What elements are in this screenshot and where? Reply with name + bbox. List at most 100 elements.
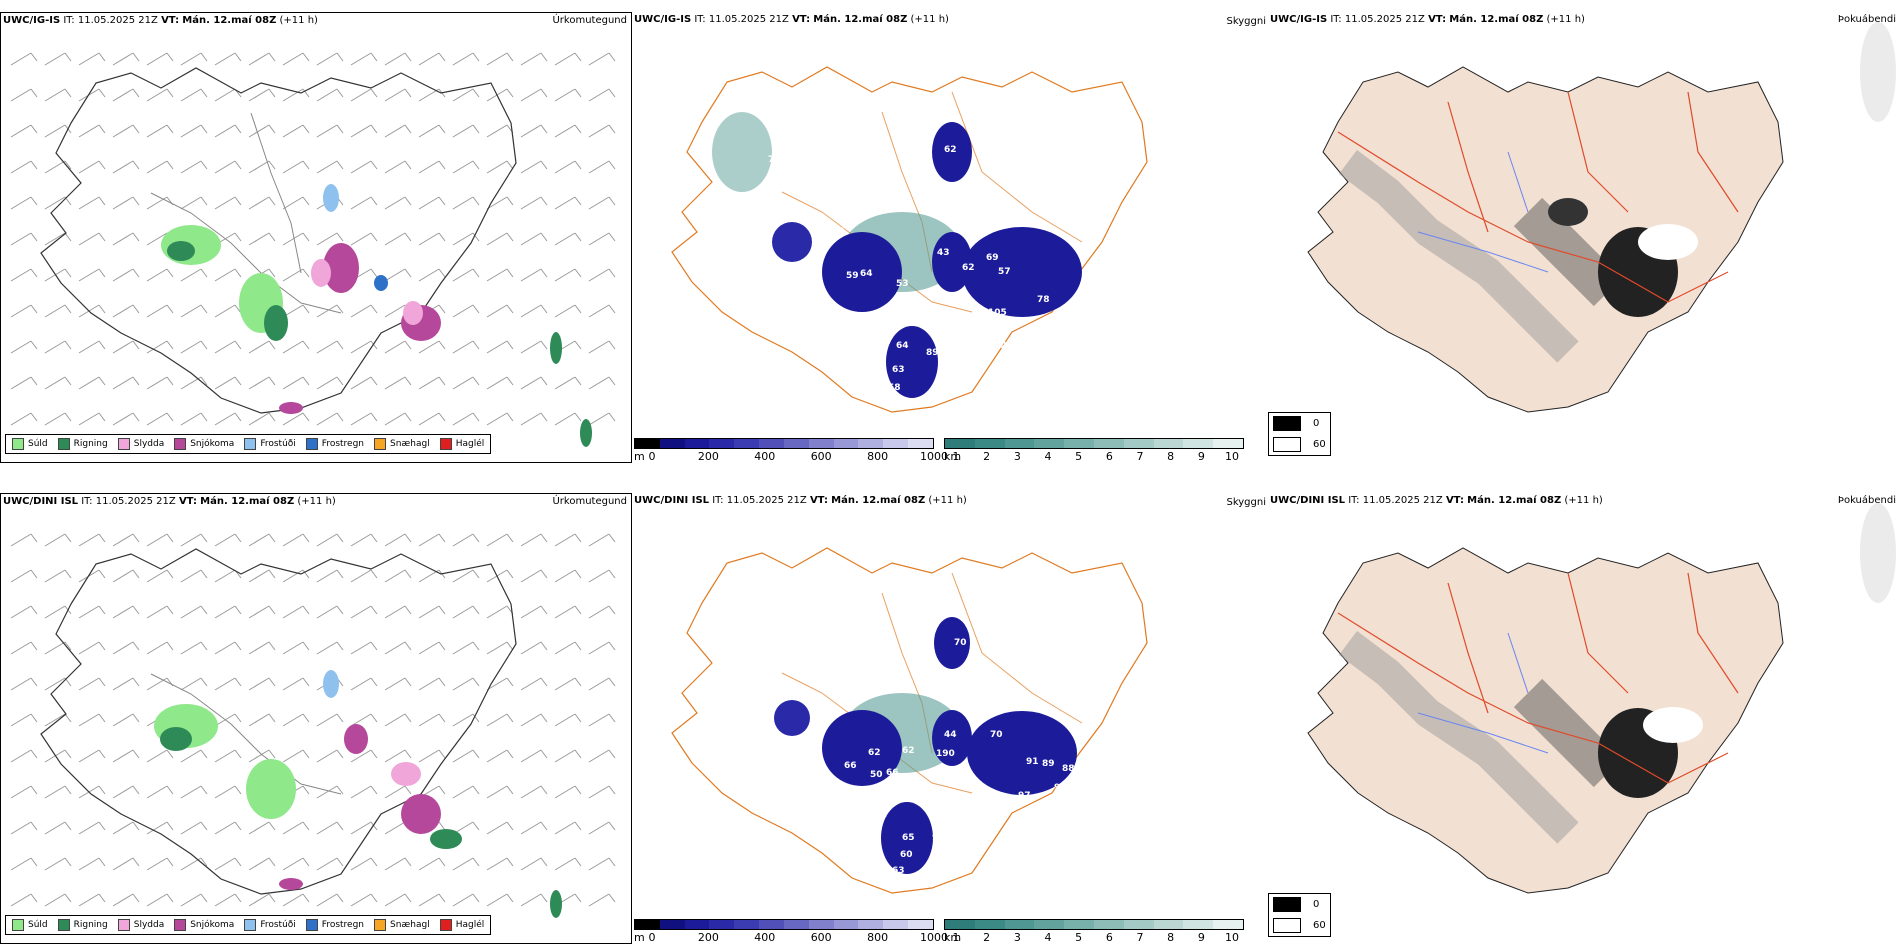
wind-barb xyxy=(248,713,276,727)
colorbar-tick: 8 xyxy=(1167,931,1175,944)
wind-barb xyxy=(10,641,38,655)
wind-barb xyxy=(486,893,514,907)
wind-barb xyxy=(248,569,276,583)
panel-title-fog: Þokuábendi xyxy=(1837,14,1896,25)
colorbar-segment xyxy=(1064,920,1094,929)
colorbar-segment xyxy=(635,920,660,929)
wind-barb xyxy=(418,857,446,871)
wind-barb xyxy=(146,196,174,210)
wind-barb xyxy=(248,412,276,426)
wind-barb xyxy=(10,412,38,426)
wind-barb xyxy=(180,304,208,318)
cloud-base-value: 49 xyxy=(1137,253,1150,263)
wind-barb xyxy=(282,124,310,138)
colorbar-segment xyxy=(734,920,760,929)
wind-barb xyxy=(316,533,344,547)
colorbar-tick: 0 xyxy=(648,931,656,944)
wind-barb xyxy=(112,821,140,835)
wind-barb xyxy=(248,196,276,210)
wind-barb xyxy=(112,857,140,871)
wind-barb xyxy=(112,412,140,426)
wind-barb xyxy=(10,52,38,66)
wind-barb xyxy=(248,376,276,390)
wind-barb xyxy=(350,857,378,871)
wind-barb xyxy=(180,641,208,655)
wind-barb xyxy=(282,821,310,835)
wind-barb xyxy=(214,605,242,619)
colorbar-tick: 8 xyxy=(1167,450,1175,463)
wind-barb xyxy=(78,268,106,282)
wind-barb xyxy=(554,605,582,619)
colorbar-tick: 0 xyxy=(648,450,656,463)
cloud-base-value: 89 xyxy=(1042,759,1055,769)
wind-barb xyxy=(180,533,208,547)
wind-barb xyxy=(146,641,174,655)
colorbar-segment xyxy=(883,439,909,448)
wind-barb xyxy=(180,785,208,799)
legend-item: Frostúði xyxy=(244,919,296,931)
legend-label: Snæhagl xyxy=(390,920,430,930)
colorbar-segment xyxy=(974,439,1005,448)
cloud-base-value: 92 xyxy=(932,833,945,843)
cloud-base-value: 63 xyxy=(892,866,905,876)
wind-barb xyxy=(486,641,514,655)
legend-swatch xyxy=(244,438,257,450)
wind-barb xyxy=(554,196,582,210)
wind-barb xyxy=(146,412,174,426)
wind-barb xyxy=(418,605,446,619)
fog-panel-bottom: UWC/DINI ISL IT: 11.05.2025 21Z VT: Mán.… xyxy=(1268,493,1900,944)
wind-barb xyxy=(588,268,616,282)
wind-barb xyxy=(282,569,310,583)
wind-barb xyxy=(112,304,140,318)
wind-barb xyxy=(180,821,208,835)
wind-barb xyxy=(78,340,106,354)
visibility-colorbar-top: km 1 2 3 4 5 6 7 8 9 10 xyxy=(944,438,1244,463)
colorbar-segment xyxy=(635,439,660,448)
header-top-fog: UWC/IG-IS IT: 11.05.2025 21Z VT: Mán. 12… xyxy=(1270,14,1585,25)
colorbar-segment xyxy=(659,920,685,929)
colorbar-tick: 7 xyxy=(1136,931,1144,944)
wind-barb xyxy=(588,641,616,655)
wind-barb xyxy=(486,821,514,835)
wind-barb xyxy=(588,304,616,318)
legend-swatch xyxy=(305,438,318,450)
wind-barb xyxy=(384,533,412,547)
wind-barb xyxy=(214,376,242,390)
cloud-base-value: 62 xyxy=(868,748,881,758)
cloud-base-value: 208 xyxy=(860,328,879,338)
wind-barb xyxy=(520,749,548,763)
wind-barb xyxy=(316,160,344,174)
wind-barb xyxy=(282,376,310,390)
wind-barb xyxy=(248,893,276,907)
cloud-base-value: 69 xyxy=(952,185,965,195)
wind-barb xyxy=(486,124,514,138)
wind-barb xyxy=(554,304,582,318)
wind-barb xyxy=(44,88,72,102)
colorbar-tick: 1000 xyxy=(920,931,948,944)
wind-barb xyxy=(316,605,344,619)
fog-legend-swatch xyxy=(1273,416,1301,431)
wind-barb xyxy=(350,52,378,66)
cloud-base-value: 91 xyxy=(1054,783,1067,793)
legend-swatch xyxy=(174,919,187,931)
colorbar-segment xyxy=(759,920,784,929)
wind-barb xyxy=(282,232,310,246)
colorbar-segment xyxy=(908,439,933,448)
wind-barb xyxy=(146,340,174,354)
cloud-base-value: 78 xyxy=(1037,295,1050,305)
colorbar-segment xyxy=(1183,439,1214,448)
wind-barb xyxy=(248,340,276,354)
wind-barb xyxy=(554,857,582,871)
wind-barb xyxy=(418,641,446,655)
legend-swatch xyxy=(117,438,130,450)
cloud-base-value: 53 xyxy=(896,279,909,289)
precip-legend-top: Súld Rigning Slydda Snjókoma Frostúði Frostre… xyxy=(5,434,492,454)
wind-barb xyxy=(554,641,582,655)
wind-barb xyxy=(520,533,548,547)
wind-barb xyxy=(384,376,412,390)
wind-barb xyxy=(282,412,310,426)
wind-barb xyxy=(588,677,616,691)
wind-barb xyxy=(520,196,548,210)
wind-barb xyxy=(418,569,446,583)
wind-barb xyxy=(418,749,446,763)
